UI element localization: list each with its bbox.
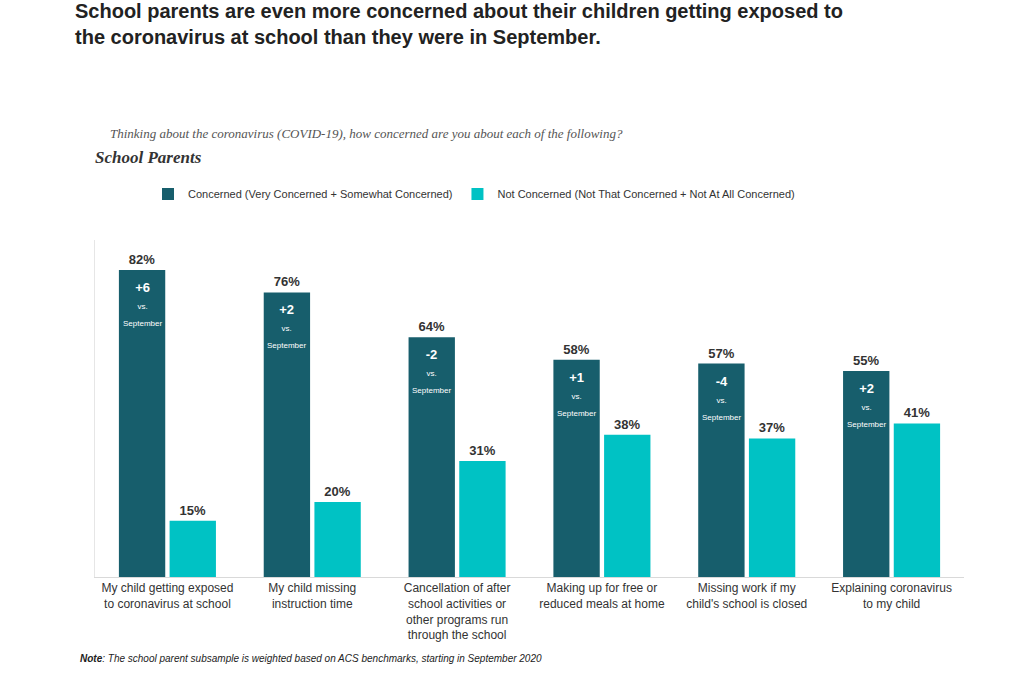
svg-text:31%: 31% [469, 443, 495, 458]
svg-text:My child getting exposedto cor: My child getting exposedto coronavirus a… [101, 581, 233, 611]
svg-text:58%: 58% [563, 342, 589, 357]
svg-text:Not Concerned (Not That Concer: Not Concerned (Not That Concerned + Not … [497, 188, 794, 200]
svg-text:37%: 37% [759, 420, 785, 435]
svg-text:Making up for free orreduced m: Making up for free orreduced meals at ho… [539, 581, 665, 611]
svg-text:Concerned (Very Concerned + So: Concerned (Very Concerned + Somewhat Con… [188, 188, 452, 200]
svg-text:Explaining coronavirusto my ch: Explaining coronavirusto my child [831, 581, 952, 611]
svg-text:Cancellation of afterschool ac: Cancellation of afterschool activities o… [404, 581, 511, 642]
svg-text:+6vs.September: +6vs.September [123, 280, 162, 328]
svg-text:School Parents: School Parents [95, 148, 202, 167]
svg-text:+1vs.September: +1vs.September [557, 370, 596, 418]
svg-text:-2vs.September: -2vs.September [412, 347, 451, 395]
svg-text:School parents are even more c: School parents are even more concerned a… [75, 0, 843, 48]
svg-text:57%: 57% [708, 346, 734, 361]
svg-text:82%: 82% [129, 252, 155, 267]
svg-text:20%: 20% [324, 484, 350, 499]
svg-text:76%: 76% [274, 274, 300, 289]
svg-text:-4vs.September: -4vs.September [702, 374, 741, 422]
svg-text:Note: The school parent subsam: Note: The school parent subsample is wei… [80, 653, 542, 664]
svg-text:Thinking about the coronavirus: Thinking about the coronavirus (COVID-19… [110, 126, 623, 141]
svg-text:64%: 64% [419, 319, 445, 334]
svg-text:+2vs.September: +2vs.September [847, 381, 886, 429]
svg-text:15%: 15% [180, 503, 206, 518]
svg-text:My child missinginstruction ti: My child missinginstruction time [268, 581, 356, 611]
svg-text:38%: 38% [614, 417, 640, 432]
svg-text:+2vs.September: +2vs.September [267, 302, 306, 350]
svg-text:55%: 55% [853, 353, 879, 368]
svg-text:Missing work if mychild's scho: Missing work if mychild's school is clos… [686, 581, 807, 611]
svg-text:41%: 41% [904, 405, 930, 420]
